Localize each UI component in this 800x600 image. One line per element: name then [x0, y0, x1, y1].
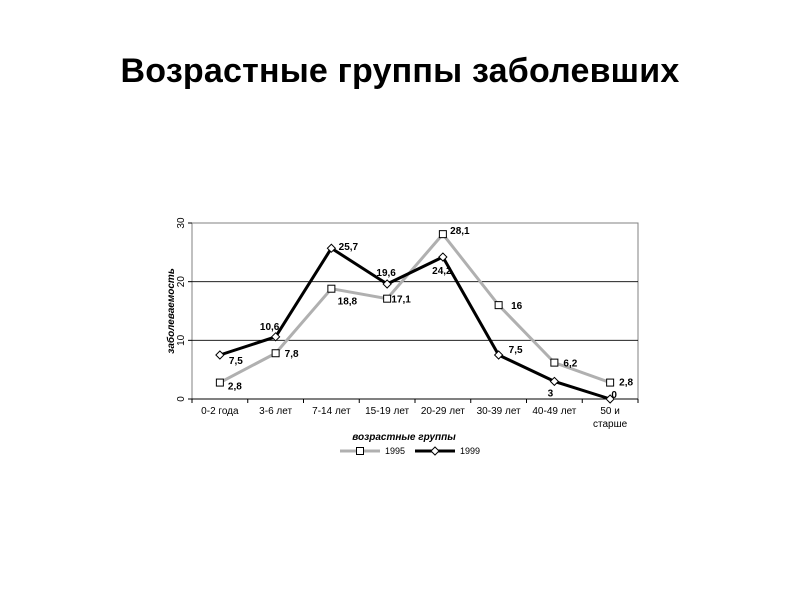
series-1995-point — [383, 294, 392, 303]
x-tick-label: 30-39 лет — [477, 406, 521, 417]
x-tick-label: 50 и — [600, 406, 620, 417]
series-1999-point — [438, 252, 448, 262]
x-tick-label: 20-29 лет — [421, 406, 465, 417]
y-tick-label: 20 — [176, 276, 187, 288]
slide-title: Возрастные группы заболевших — [120, 52, 680, 90]
series-1995-data-label: 2,8 — [619, 378, 633, 389]
x-axis-title: возрастные группы — [352, 432, 456, 443]
series-1999-data-label: 7,5 — [509, 345, 523, 356]
series-1999-data-label: 10,6 — [260, 322, 280, 333]
series-1995-data-label: 7,8 — [285, 349, 299, 360]
y-tick-label: 10 — [176, 334, 187, 346]
series-1999-data-label: 24,2 — [432, 266, 452, 277]
series-1995-point — [215, 378, 224, 387]
series-1999-point — [382, 279, 392, 289]
series-1999-data-label: 7,5 — [229, 356, 243, 367]
series-1995-data-label: 18,8 — [338, 297, 358, 308]
x-tick-label: 40-49 лет — [532, 406, 576, 417]
series-1999-point — [215, 350, 225, 360]
series-1999-data-label: 25,7 — [339, 242, 359, 253]
plot-area — [191, 222, 639, 400]
series-1995-point — [327, 284, 336, 293]
series-1999-point — [270, 332, 281, 342]
series-1999-point — [326, 243, 337, 253]
series-1995-data-label: 16 — [511, 301, 523, 312]
series-1999-point — [605, 394, 615, 404]
legend-1999-point — [430, 446, 440, 456]
series-1999-point — [549, 376, 560, 387]
x-tick-label: 3-6 лет — [259, 406, 292, 417]
series-1995-point — [494, 301, 503, 310]
x-tick-label: 15-19 лет — [365, 406, 409, 417]
series-1999-data-label: 3 — [548, 388, 554, 399]
series-1995-point — [606, 378, 615, 387]
series-1999-line — [219, 246, 611, 401]
x-tick-label: 0-2 года — [201, 406, 239, 417]
y-tick-label: 30 — [176, 217, 187, 229]
series-1995-point — [550, 358, 559, 367]
series-1995-data-label: 28,1 — [450, 226, 470, 237]
series-1999-data-label: 19,6 — [376, 268, 396, 279]
series-1999-point — [493, 350, 504, 360]
x-tick-label: 7-14 лет — [312, 406, 351, 417]
series-1995-point — [271, 349, 280, 358]
series-1995-data-label: 6,2 — [563, 359, 577, 370]
legend-1995-label: 1995 — [385, 446, 405, 456]
series-1995-data-label: 17,1 — [391, 295, 411, 306]
series-1995-data-label: 2,8 — [228, 382, 242, 393]
series-1999-data-label: 0 — [611, 390, 617, 401]
x-tick-label: старше — [593, 419, 628, 430]
legend-1999-label: 1999 — [460, 446, 480, 456]
legend-1995-point — [356, 447, 364, 455]
y-axis-title: заболеваемость — [165, 268, 177, 354]
y-tick-label: 0 — [176, 396, 187, 402]
series-1995-point — [438, 230, 447, 239]
series-1995-line — [219, 232, 611, 384]
